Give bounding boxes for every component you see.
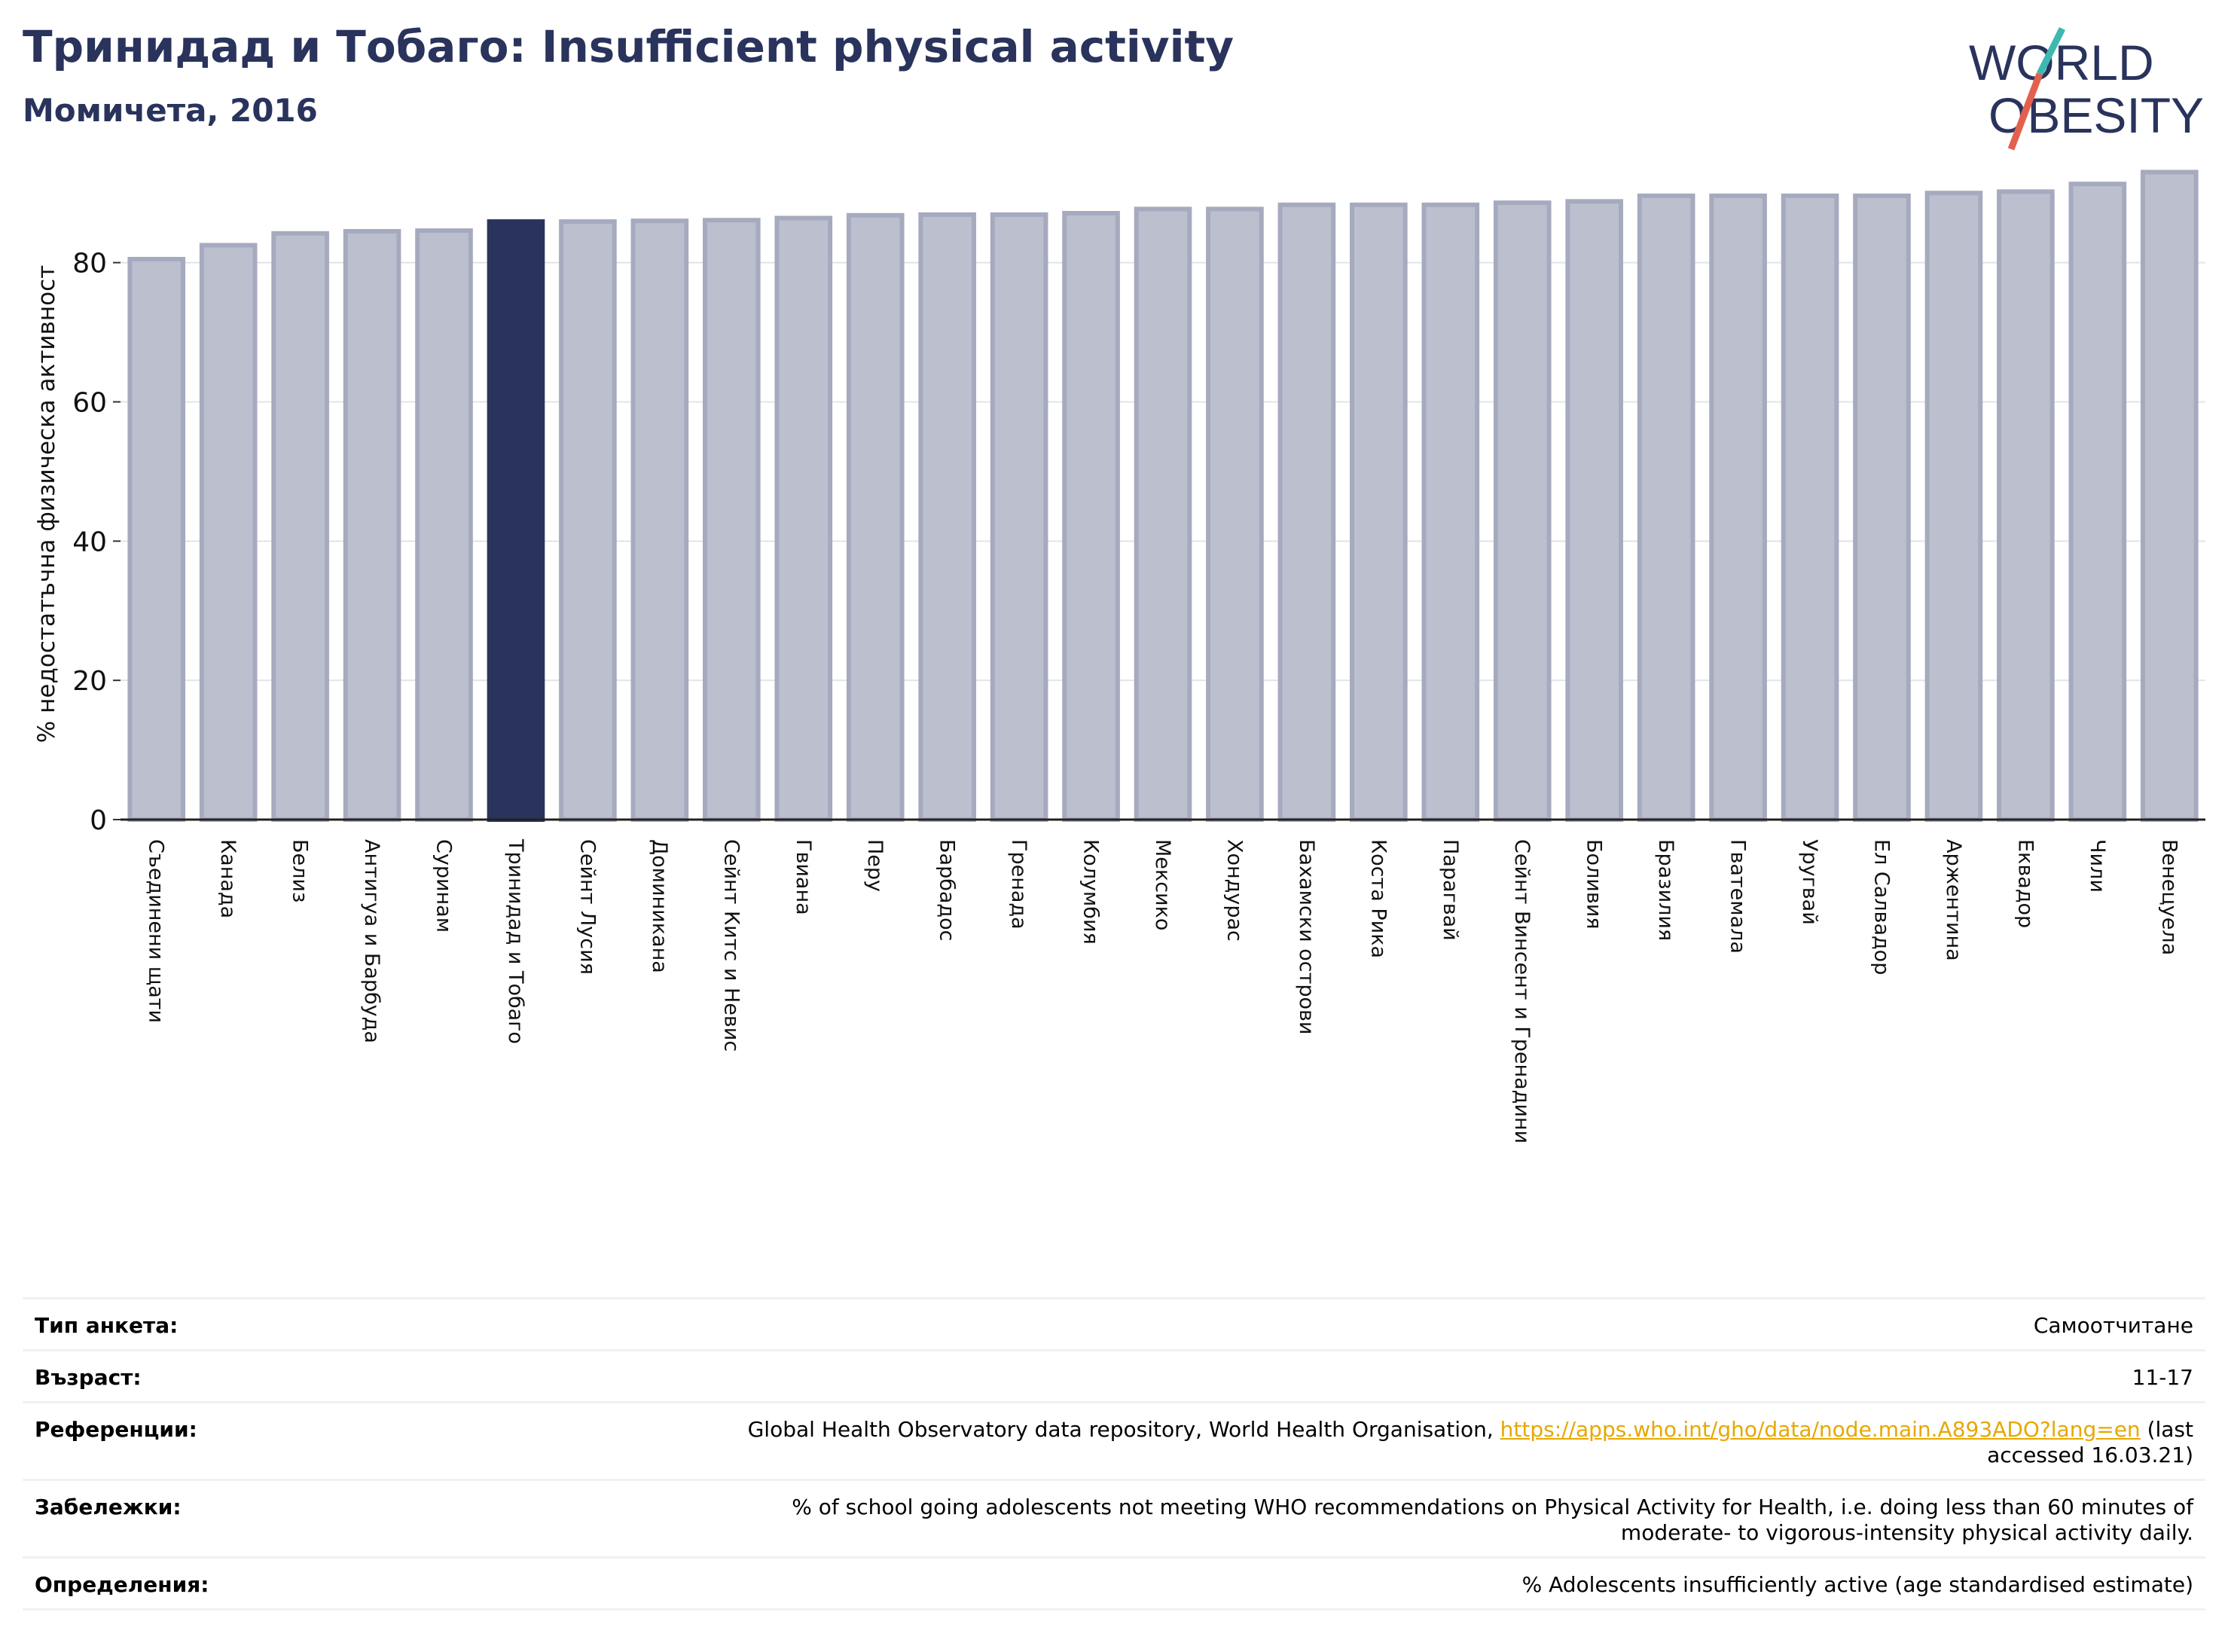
x-tick-label: Чили xyxy=(2086,839,2109,893)
x-tick-label: Тринидад и Тобаго xyxy=(504,838,527,1044)
bar xyxy=(2140,169,2199,823)
y-tick-label: 0 xyxy=(90,805,107,836)
x-tick-label: Парагвай xyxy=(1439,839,1462,941)
x-tick-label: Барбадос xyxy=(935,839,959,941)
y-tick-label: 40 xyxy=(72,527,107,557)
info-row-notes: Забележки: % of school going adolescents… xyxy=(23,1481,2205,1559)
x-tick-label: Доминикана xyxy=(648,839,671,973)
reference-access-note: (last accessed 16.03.21) xyxy=(1987,1417,2193,1467)
bar xyxy=(1637,193,1695,823)
x-tick-label: Гвиана xyxy=(792,839,815,915)
x-tick-label: Антигуа и Барбуда xyxy=(360,839,383,1043)
x-tick-label: Хондурас xyxy=(1222,839,1246,942)
x-tick-label: Белиз xyxy=(288,839,312,902)
y-tick-label: 20 xyxy=(72,666,107,697)
x-tick-label: Съединени щати xyxy=(145,839,168,1023)
info-value: 11-17 xyxy=(2132,1365,2193,1390)
logo-slash-teal xyxy=(2036,26,2066,76)
info-value: % of school going adolescents not meetin… xyxy=(792,1495,2193,1545)
bar xyxy=(1062,211,1120,822)
info-label: Определения: xyxy=(35,1572,209,1597)
bar xyxy=(1493,200,1552,822)
x-tick-label: Мексико xyxy=(1151,839,1174,930)
x-tick-label: Аржентина xyxy=(1942,839,1965,961)
bar xyxy=(127,257,186,823)
x-tick-label: Гватемала xyxy=(1726,839,1750,954)
x-tick-label: Канада xyxy=(216,839,240,918)
logo-slash-red xyxy=(2007,72,2043,151)
info-label: Забележки: xyxy=(35,1495,182,1519)
info-row-survey-type: Тип анкета: Самоотчитане xyxy=(23,1299,2205,1351)
bar xyxy=(1924,191,1983,823)
bar xyxy=(199,243,258,822)
world-obesity-logo: WORLD OBESITY xyxy=(1969,26,2204,151)
bar xyxy=(2068,182,2127,822)
x-tick-label: Венецуела xyxy=(2157,839,2181,955)
bar xyxy=(1565,199,1624,823)
bar xyxy=(846,212,905,822)
info-label: Възраст: xyxy=(35,1365,142,1390)
y-axis-label: % недостатъчна физическа активност xyxy=(33,265,60,743)
x-tick-label: Боливия xyxy=(1582,839,1606,930)
x-tick-label: Сейнт Лусия xyxy=(575,839,599,975)
x-tick-label: Сейнт Винсент и Гренадини xyxy=(1510,839,1534,1144)
page-subtitle: Момичета, 2016 xyxy=(23,92,318,129)
reference-link[interactable]: https://apps.who.int/gho/data/node.main.… xyxy=(1500,1417,2141,1442)
info-value: Самоотчитане xyxy=(2033,1313,2193,1338)
info-row-age: Възраст: 11-17 xyxy=(23,1351,2205,1403)
x-tick-label: Уругвай xyxy=(1798,839,1821,925)
bar xyxy=(1781,193,1839,823)
x-tick-label: Сейнт Китс и Невис xyxy=(719,839,743,1052)
y-tick-label: 80 xyxy=(72,249,107,279)
info-value: % Adolescents insufficiently active (age… xyxy=(1521,1572,2193,1597)
page-title: Тринидад и Тобаго: Insufficient physical… xyxy=(23,21,1234,72)
x-tick-label: Бахамски острови xyxy=(1295,839,1318,1034)
reference-text: Global Health Observatory data repositor… xyxy=(747,1417,1500,1442)
bar xyxy=(1853,193,1911,823)
info-label: Тип анкета: xyxy=(35,1313,179,1338)
bar xyxy=(1277,202,1336,822)
info-value: Global Health Observatory data repositor… xyxy=(687,1417,2193,1468)
x-tick-label: Еквадор xyxy=(2013,839,2037,928)
info-row-references: Референции: Global Health Observatory da… xyxy=(23,1403,2205,1481)
bar xyxy=(271,231,329,822)
bar xyxy=(1134,206,1192,823)
bar xyxy=(343,229,401,822)
info-table: Тип анкета: Самоотчитане Възраст: 11-17 … xyxy=(23,1297,2205,1611)
bar xyxy=(559,219,617,822)
bar xyxy=(415,228,473,822)
info-label: Референции: xyxy=(35,1417,197,1442)
x-tick-label: Колумбия xyxy=(1079,839,1103,945)
bar xyxy=(1709,193,1767,823)
x-tick-label: Перу xyxy=(863,839,887,892)
y-tick-label: 60 xyxy=(72,387,107,418)
bar xyxy=(1421,202,1480,822)
bar-chart: 0 20 40 60 80 % недостатъчна физическа активн… xyxy=(33,169,2205,1144)
bar xyxy=(702,218,761,822)
x-tick-label: Коста Рика xyxy=(1366,839,1390,958)
bar xyxy=(990,212,1048,823)
x-tick-label: Бразилия xyxy=(1654,839,1677,941)
bar xyxy=(630,218,689,822)
info-row-definitions: Определения: % Adolescents insufficientl… xyxy=(23,1559,2205,1611)
logo-line1: WORLD xyxy=(1969,35,2154,90)
bar xyxy=(1350,202,1408,822)
bar xyxy=(774,215,833,822)
bar xyxy=(918,212,976,823)
x-tick-label: Ел Салвадор xyxy=(1869,839,1893,975)
x-tick-label: Гренада xyxy=(1007,839,1030,930)
bar xyxy=(1206,206,1264,823)
x-tick-label: Суринам xyxy=(432,839,456,933)
bar-highlighted xyxy=(487,219,545,822)
bar xyxy=(1997,189,2055,822)
